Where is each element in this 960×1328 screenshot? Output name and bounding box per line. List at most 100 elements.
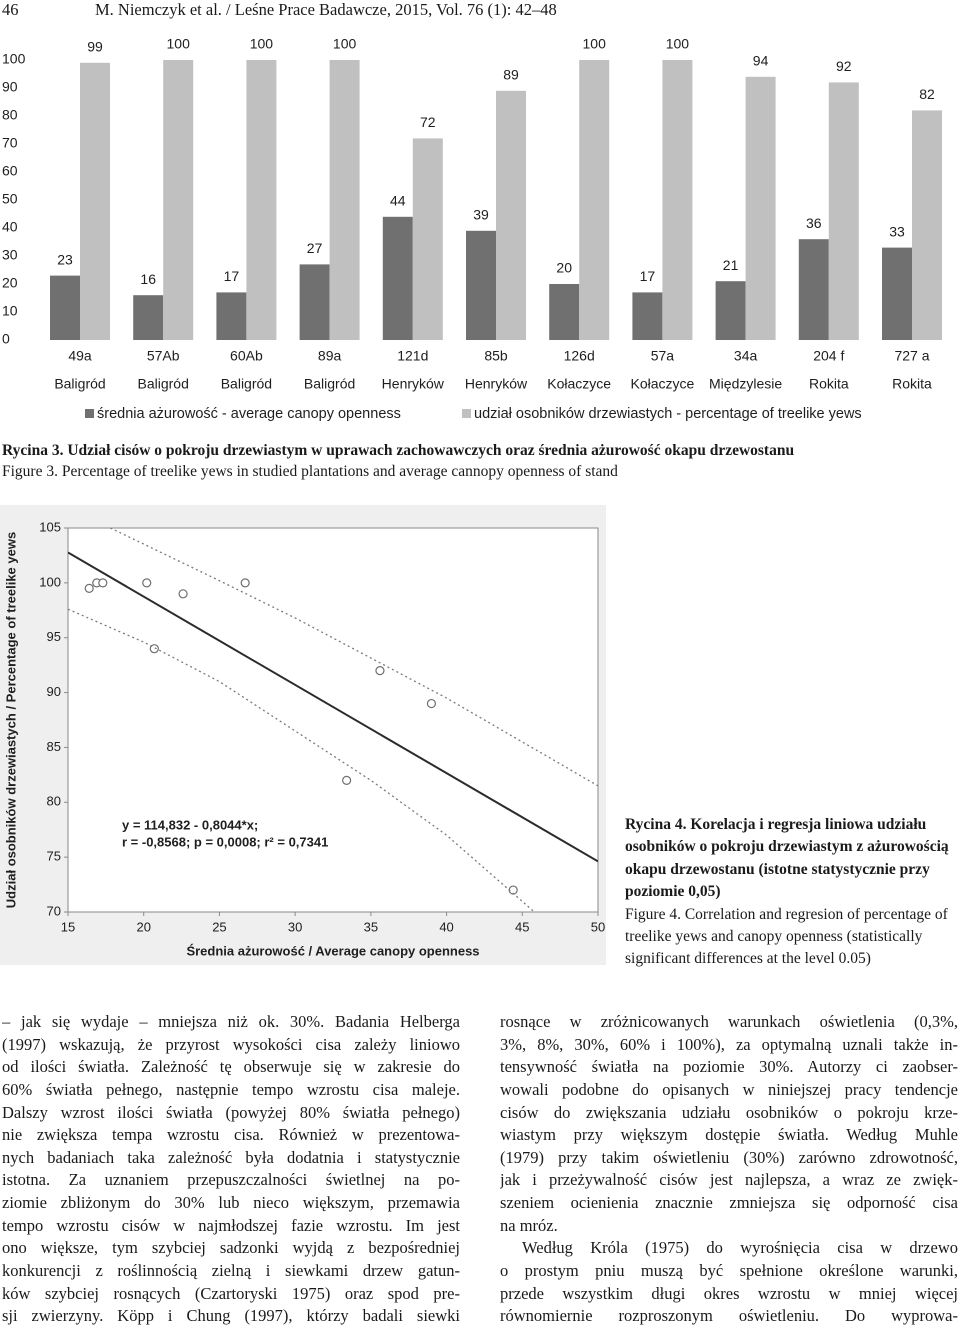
legend-swatch xyxy=(85,409,94,418)
bar xyxy=(882,247,912,340)
bar xyxy=(745,76,776,341)
figure-title: Rycina 3. Udział cisów o pokroju drzewia… xyxy=(2,442,795,459)
text-line: Według Króla (1975) do wyrośnięcia cisa … xyxy=(522,1238,958,1258)
bar xyxy=(715,281,746,340)
y-tick-label: 80 xyxy=(2,107,18,123)
data-label: 21 xyxy=(723,257,739,273)
bar xyxy=(912,110,942,341)
legend-swatch xyxy=(462,409,471,418)
x-tick-sublabel: Baligród xyxy=(304,376,355,392)
data-label: 44 xyxy=(390,193,406,209)
data-point xyxy=(426,698,437,709)
x-tick-label: 57Ab xyxy=(147,348,180,364)
data-point xyxy=(84,583,94,593)
y-tick-label: 10 xyxy=(2,303,18,319)
x-tick-label: 50 xyxy=(591,919,605,934)
data-label: 89 xyxy=(503,67,519,83)
bar xyxy=(798,239,829,340)
figure-title: Rycina 4. Korelacja i regresja liniowa u… xyxy=(625,816,949,901)
bar xyxy=(466,230,496,340)
confidence-band xyxy=(110,528,598,787)
y-tick-label: 90 xyxy=(2,79,18,95)
x-tick-label: 34a xyxy=(734,348,758,364)
x-tick-label: 45 xyxy=(515,919,529,934)
text-line: ono większe, tym szybciej sadzonki wyjdą… xyxy=(2,1238,460,1258)
bar xyxy=(50,275,80,340)
x-tick-sublabel: Baligród xyxy=(54,376,105,392)
data-label: 82 xyxy=(919,86,935,102)
y-tick-label: 60 xyxy=(2,163,18,179)
data-label: 20 xyxy=(556,260,572,276)
x-tick-sublabel: Henryków xyxy=(465,376,528,392)
x-tick-sublabel: Kołaczyce xyxy=(547,376,611,392)
text-line: ziomie zbliżonym do 30% lub nieco większ… xyxy=(2,1193,460,1213)
page-number: 46 xyxy=(2,0,19,19)
text-line: jak i przeżywalność cisów jest najlepsza… xyxy=(500,1170,958,1190)
bar xyxy=(549,284,580,340)
bar xyxy=(382,216,413,340)
data-label: 16 xyxy=(140,271,156,287)
data-label: 23 xyxy=(57,251,73,267)
data-point xyxy=(342,775,352,785)
x-tick-label: 15 xyxy=(61,919,75,934)
x-tick-label: 121d xyxy=(397,348,428,364)
text-line: – jak się wydaje – mniejsza niż ok. 30%.… xyxy=(2,1012,460,1031)
bar xyxy=(496,90,526,340)
x-tick-sublabel: Rokita xyxy=(809,376,849,392)
text-line: cisów do zwiększania udziału osobników o… xyxy=(500,1102,958,1122)
data-label: 100 xyxy=(583,36,607,52)
y-tick-label: 20 xyxy=(2,275,18,291)
running-title: M. Niemczyk et al. / Leśne Prace Badawcz… xyxy=(95,0,557,19)
bar xyxy=(163,60,194,340)
text-line: od ilości światła. Zależność tę obserwuj… xyxy=(2,1057,460,1077)
text-line: wiastym przy większym dostępie światła. … xyxy=(500,1125,958,1145)
data-label: 17 xyxy=(640,268,656,284)
data-label: 33 xyxy=(889,223,905,239)
legend-label: średnia ażurowość - average canopy openn… xyxy=(97,406,401,422)
figure-4-caption: Rycina 4. Korelacja i regresja liniowa u… xyxy=(625,814,959,971)
x-tick-label: 126d xyxy=(564,348,595,364)
text-line: tensywność światła na poziomie 30%. Auto… xyxy=(500,1057,958,1077)
x-tick-label: 727 a xyxy=(894,348,929,364)
x-tick-label: 35 xyxy=(364,919,378,934)
bar xyxy=(632,292,663,340)
figure-3-caption: Rycina 3. Udział cisów o pokroju drzewia… xyxy=(2,440,958,482)
plot-area xyxy=(67,527,599,913)
text-column: rosnące w zróżnicowanych warunkach oświe… xyxy=(500,1011,958,1328)
y-tick-label: 100 xyxy=(2,51,26,67)
data-label: 99 xyxy=(87,39,103,55)
data-point xyxy=(149,644,159,654)
x-tick-sublabel: Baligród xyxy=(221,376,272,392)
x-tick-label: 25 xyxy=(212,919,226,934)
data-label: 100 xyxy=(333,36,357,52)
text-line: szeniem ocienienia znacznie zmniejsza si… xyxy=(500,1193,958,1213)
data-label: 94 xyxy=(753,53,769,69)
y-tick-label: 80 xyxy=(47,794,61,809)
text-line: sji zwierzyny. Köpp i Chung (1997), któr… xyxy=(2,1306,460,1326)
bar xyxy=(216,292,247,340)
x-tick-label: 57a xyxy=(651,348,675,364)
scatter-chart: 15 20 25 30 35 40 45 50 70 75 80 85 90 95 100 105 Średni… xyxy=(0,505,606,965)
data-label: 72 xyxy=(420,114,436,130)
data-label: 100 xyxy=(250,36,274,52)
bar xyxy=(828,82,859,341)
text-line: konkurencji z roślinnością zielną i siew… xyxy=(2,1261,460,1281)
y-tick-label: 70 xyxy=(2,135,18,151)
y-tick-label: 40 xyxy=(2,219,18,235)
data-label: 100 xyxy=(666,36,690,52)
y-tick-label: 75 xyxy=(47,849,61,864)
bar xyxy=(246,60,277,340)
text-line: rosnące w zróżnicowanych warunkach oświe… xyxy=(500,1012,958,1031)
bar xyxy=(579,60,610,340)
x-tick-label: 49a xyxy=(68,348,92,364)
y-tick-label: 90 xyxy=(47,684,61,699)
data-label: 39 xyxy=(473,207,489,223)
x-tick-sublabel: Rokita xyxy=(892,376,932,392)
data-label: 100 xyxy=(167,36,191,52)
data-point xyxy=(142,578,152,588)
data-point xyxy=(240,578,250,588)
y-tick-label: 30 xyxy=(2,247,18,263)
bar-chart: 0 10 20 30 40 50 60 70 80 90 100 49a Baligród 57Ab Bal… xyxy=(2,36,942,422)
regression-line xyxy=(68,551,598,863)
